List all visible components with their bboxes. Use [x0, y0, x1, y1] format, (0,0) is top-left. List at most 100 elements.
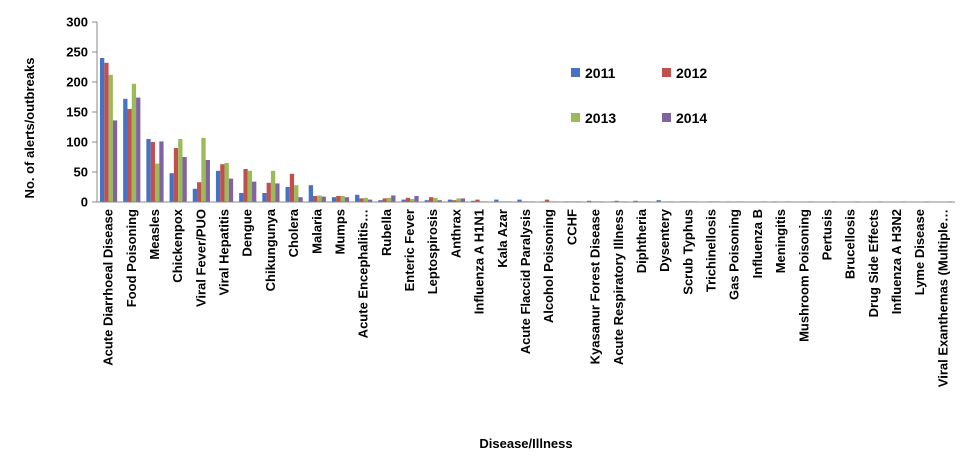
x-category-label: Scrub Typhus [680, 209, 695, 295]
bar-2013-14 [433, 197, 438, 202]
x-category-label: Gas Poisoning [727, 209, 742, 300]
legend-swatch-2013 [571, 113, 580, 122]
bar-2014-3 [182, 157, 187, 202]
bar-2011-2 [146, 139, 151, 202]
bar-2014-0 [112, 120, 118, 202]
x-category-label: Mumps [332, 209, 347, 255]
bar-2013-11 [363, 197, 368, 202]
legend-label-2014: 2014 [676, 110, 707, 126]
x-category-label: CCHF [564, 209, 579, 245]
x-category-label: Anthrax [448, 208, 463, 258]
bar-2013-6 [247, 170, 253, 202]
y-tick-label: 100 [66, 135, 88, 150]
x-axis-title: Disease/Illness [479, 436, 572, 451]
bar-2012-14 [428, 197, 434, 202]
bar-2011-6 [239, 193, 244, 202]
x-category-label: Acute Encephalitis… [356, 209, 371, 338]
x-category-label: Mushroom Poisoning [796, 209, 811, 342]
bar-2012-3 [173, 148, 179, 202]
bar-2011-11 [355, 194, 360, 202]
legend-swatch-2011 [571, 68, 580, 77]
bar-2011-1 [123, 98, 128, 202]
bar-2012-11 [359, 198, 364, 202]
bar-2014-6 [252, 181, 257, 202]
bar-2013-8 [294, 185, 299, 202]
y-axis-title: No. of alerts/outbreaks [22, 58, 37, 199]
bar-2011-21 [586, 200, 592, 202]
bar-2014-7 [275, 183, 280, 202]
bar-2013-0 [108, 74, 113, 202]
x-category-label: Influenza A H3N2 [889, 209, 904, 314]
bar-2012-15 [452, 200, 457, 202]
bar-2014-8 [298, 197, 303, 202]
x-category-label: Lyme Disease [912, 209, 927, 295]
bar-2012-10 [336, 196, 341, 202]
bar-2014-15 [460, 198, 466, 202]
x-category-label: Acute Diarrhoeal Disease [101, 209, 116, 366]
x-category-label: Diphtheria [634, 208, 649, 273]
x-category-label: Meningitis [773, 209, 788, 273]
y-tick-label: 250 [66, 45, 88, 60]
bar-2012-8 [289, 173, 295, 202]
bar-2014-14 [437, 200, 442, 202]
x-category-label: Food Poisoning [124, 209, 139, 307]
bar-2013-3 [178, 139, 183, 202]
bar-2011-23 [633, 200, 638, 202]
bar-2012-6 [243, 169, 248, 202]
bar-2011-0 [99, 58, 105, 202]
bar-2014-5 [228, 178, 234, 202]
bar-2012-16 [475, 199, 480, 202]
x-category-label: Chikungunya [263, 208, 278, 291]
legend-label-2013: 2013 [585, 110, 616, 126]
bar-2013-1 [131, 83, 137, 202]
bar-2013-13 [410, 199, 415, 202]
x-category-label: Viral Hepatitis [217, 209, 232, 295]
bar-2014-1 [136, 97, 141, 202]
bar-2014-11 [367, 199, 373, 202]
x-category-label: Influenza B [750, 209, 765, 278]
x-category-label: Enteric Fever [402, 209, 417, 291]
x-category-label: Rubella [379, 208, 394, 256]
bar-2011-18 [517, 199, 522, 202]
legend: 2011 2012 2013 2014 [571, 65, 707, 126]
bar-2013-5 [224, 163, 229, 202]
bar-2012-4 [197, 182, 202, 202]
bar-2011-16 [471, 200, 476, 202]
bar-2013-9 [317, 195, 322, 202]
x-category-label: Kyasanur Forest Disease [588, 209, 603, 364]
y-tick-group: 0 50 100 150 200 250 300 [66, 15, 97, 210]
x-category-label: Measles [147, 209, 162, 260]
bar-2014-4 [205, 160, 210, 202]
bar-2011-10 [331, 197, 337, 202]
x-category-label: Kala Azar [495, 209, 510, 268]
bar-2011-7 [262, 193, 267, 202]
bar-2013-12 [386, 197, 392, 202]
bar-2012-0 [104, 62, 109, 202]
x-category-label: Viral Fever/PUO [193, 209, 208, 307]
bar-2011-4 [192, 188, 198, 202]
x-category-label: Drug Side Effects [866, 209, 881, 317]
legend-swatch-2014 [662, 113, 671, 122]
bar-2011-24 [656, 200, 661, 202]
x-category-label: Chickenpox [170, 208, 185, 282]
y-tick-label: 50 [74, 165, 88, 180]
bar-2012-19 [544, 199, 550, 202]
bar-2012-13 [405, 197, 411, 202]
bar-2014-2 [159, 141, 164, 202]
bar-2011-14 [424, 200, 429, 202]
x-category-label: Acute Flaccid Paralysis [518, 209, 533, 354]
legend-label-2012: 2012 [676, 65, 707, 81]
bar-2011-5 [215, 170, 221, 202]
x-category-label: Alcohol Poisoning [541, 209, 556, 323]
bar-2013-2 [154, 163, 160, 202]
x-category-label: Dengue [240, 209, 255, 257]
x-category-label: Cholera [286, 208, 301, 257]
bar-2012-1 [127, 109, 132, 202]
bar-2011-13 [401, 199, 406, 202]
x-category-label: Trichinellosis [704, 209, 719, 292]
bar-2012-7 [266, 182, 271, 202]
bar-2014-13 [414, 196, 419, 202]
y-tick-label: 150 [66, 105, 88, 120]
bar-2012-2 [150, 142, 155, 202]
